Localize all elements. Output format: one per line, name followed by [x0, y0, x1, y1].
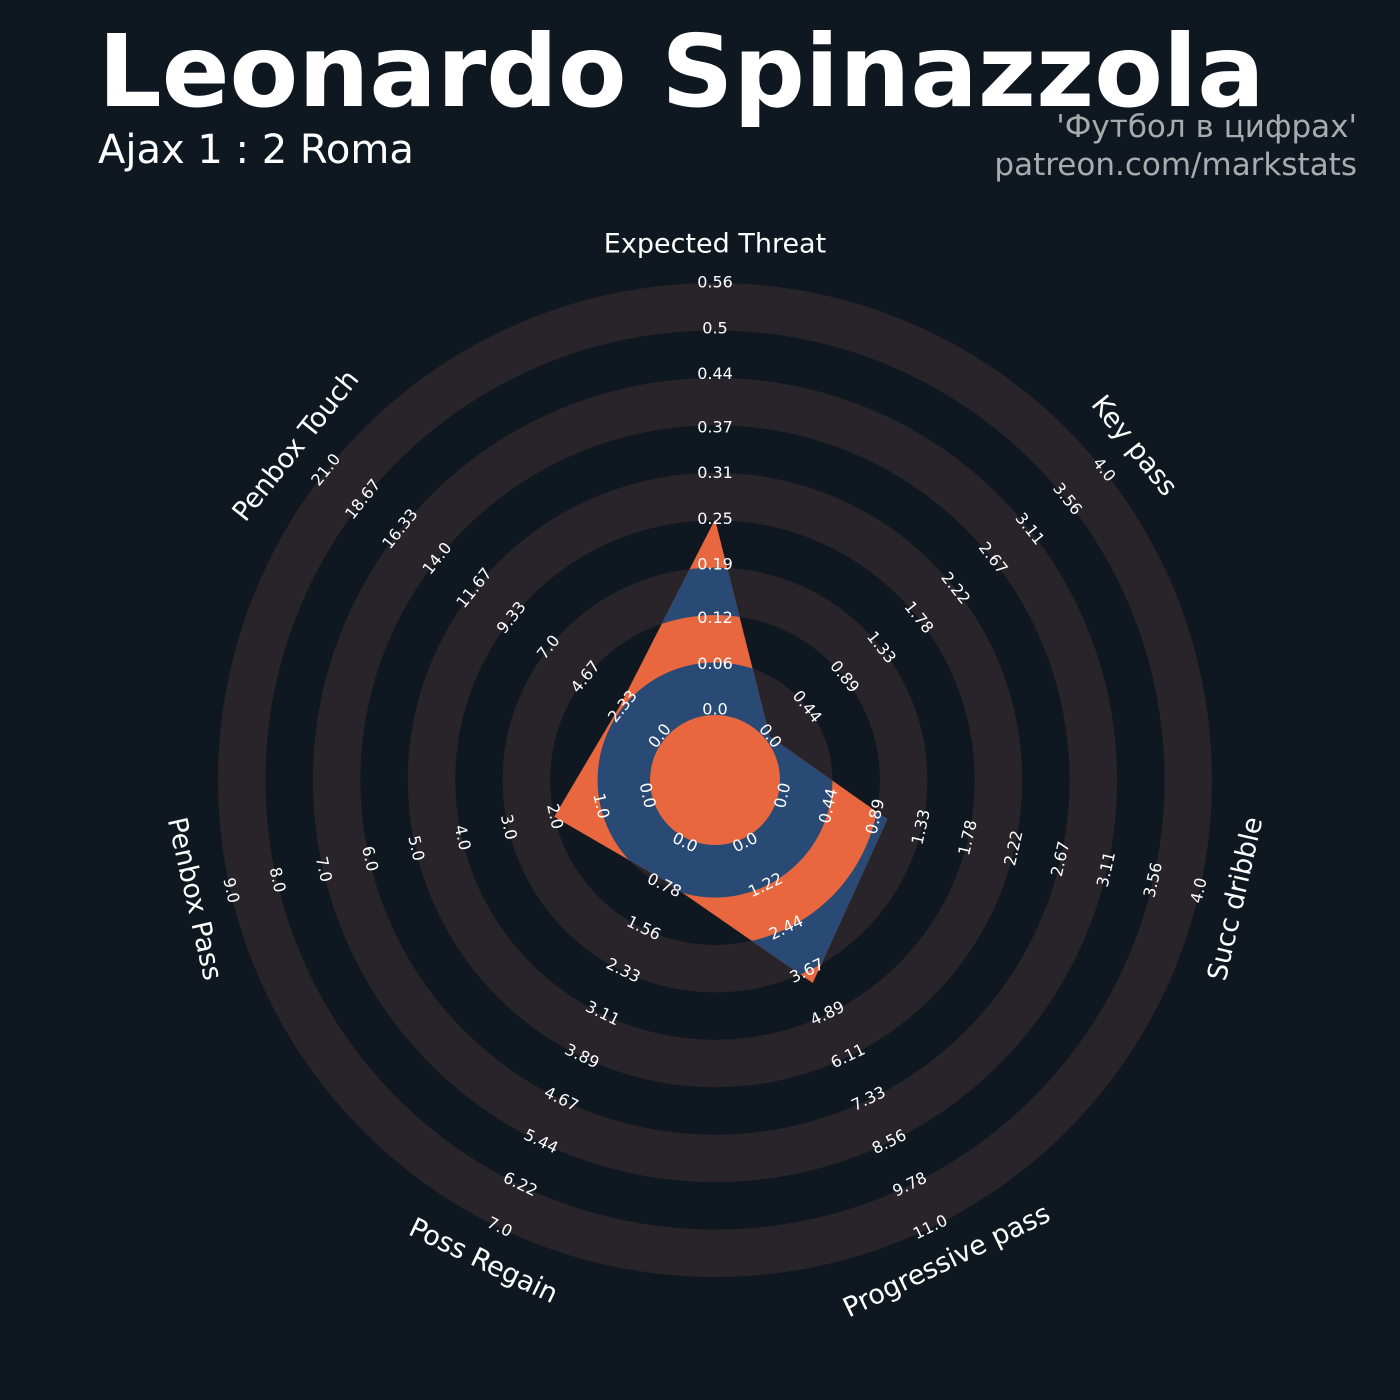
param-label: Expected Threat [604, 229, 826, 260]
inner-circle [650, 715, 780, 845]
chart-title: Leonardo Spinazzola [98, 13, 1265, 130]
tick-label: 0.5 [702, 318, 727, 337]
tick-label: 0.25 [697, 509, 733, 528]
credit: 'Футбол в цифрах' [1056, 109, 1357, 145]
tick-label: 0.44 [697, 364, 733, 383]
tick-label: 0.06 [697, 654, 733, 673]
tick-label: 0.19 [697, 555, 733, 574]
tick-label: 0.37 [697, 417, 733, 436]
tick-label: 0.0 [702, 700, 727, 719]
tick-label: 0.12 [697, 608, 733, 627]
chart-subtitle: Ajax 1 : 2 Roma [98, 127, 414, 173]
tick-label: 0.56 [697, 273, 733, 292]
credit: patreon.com/markstats [994, 147, 1357, 183]
tick-label: 0.31 [697, 463, 733, 482]
